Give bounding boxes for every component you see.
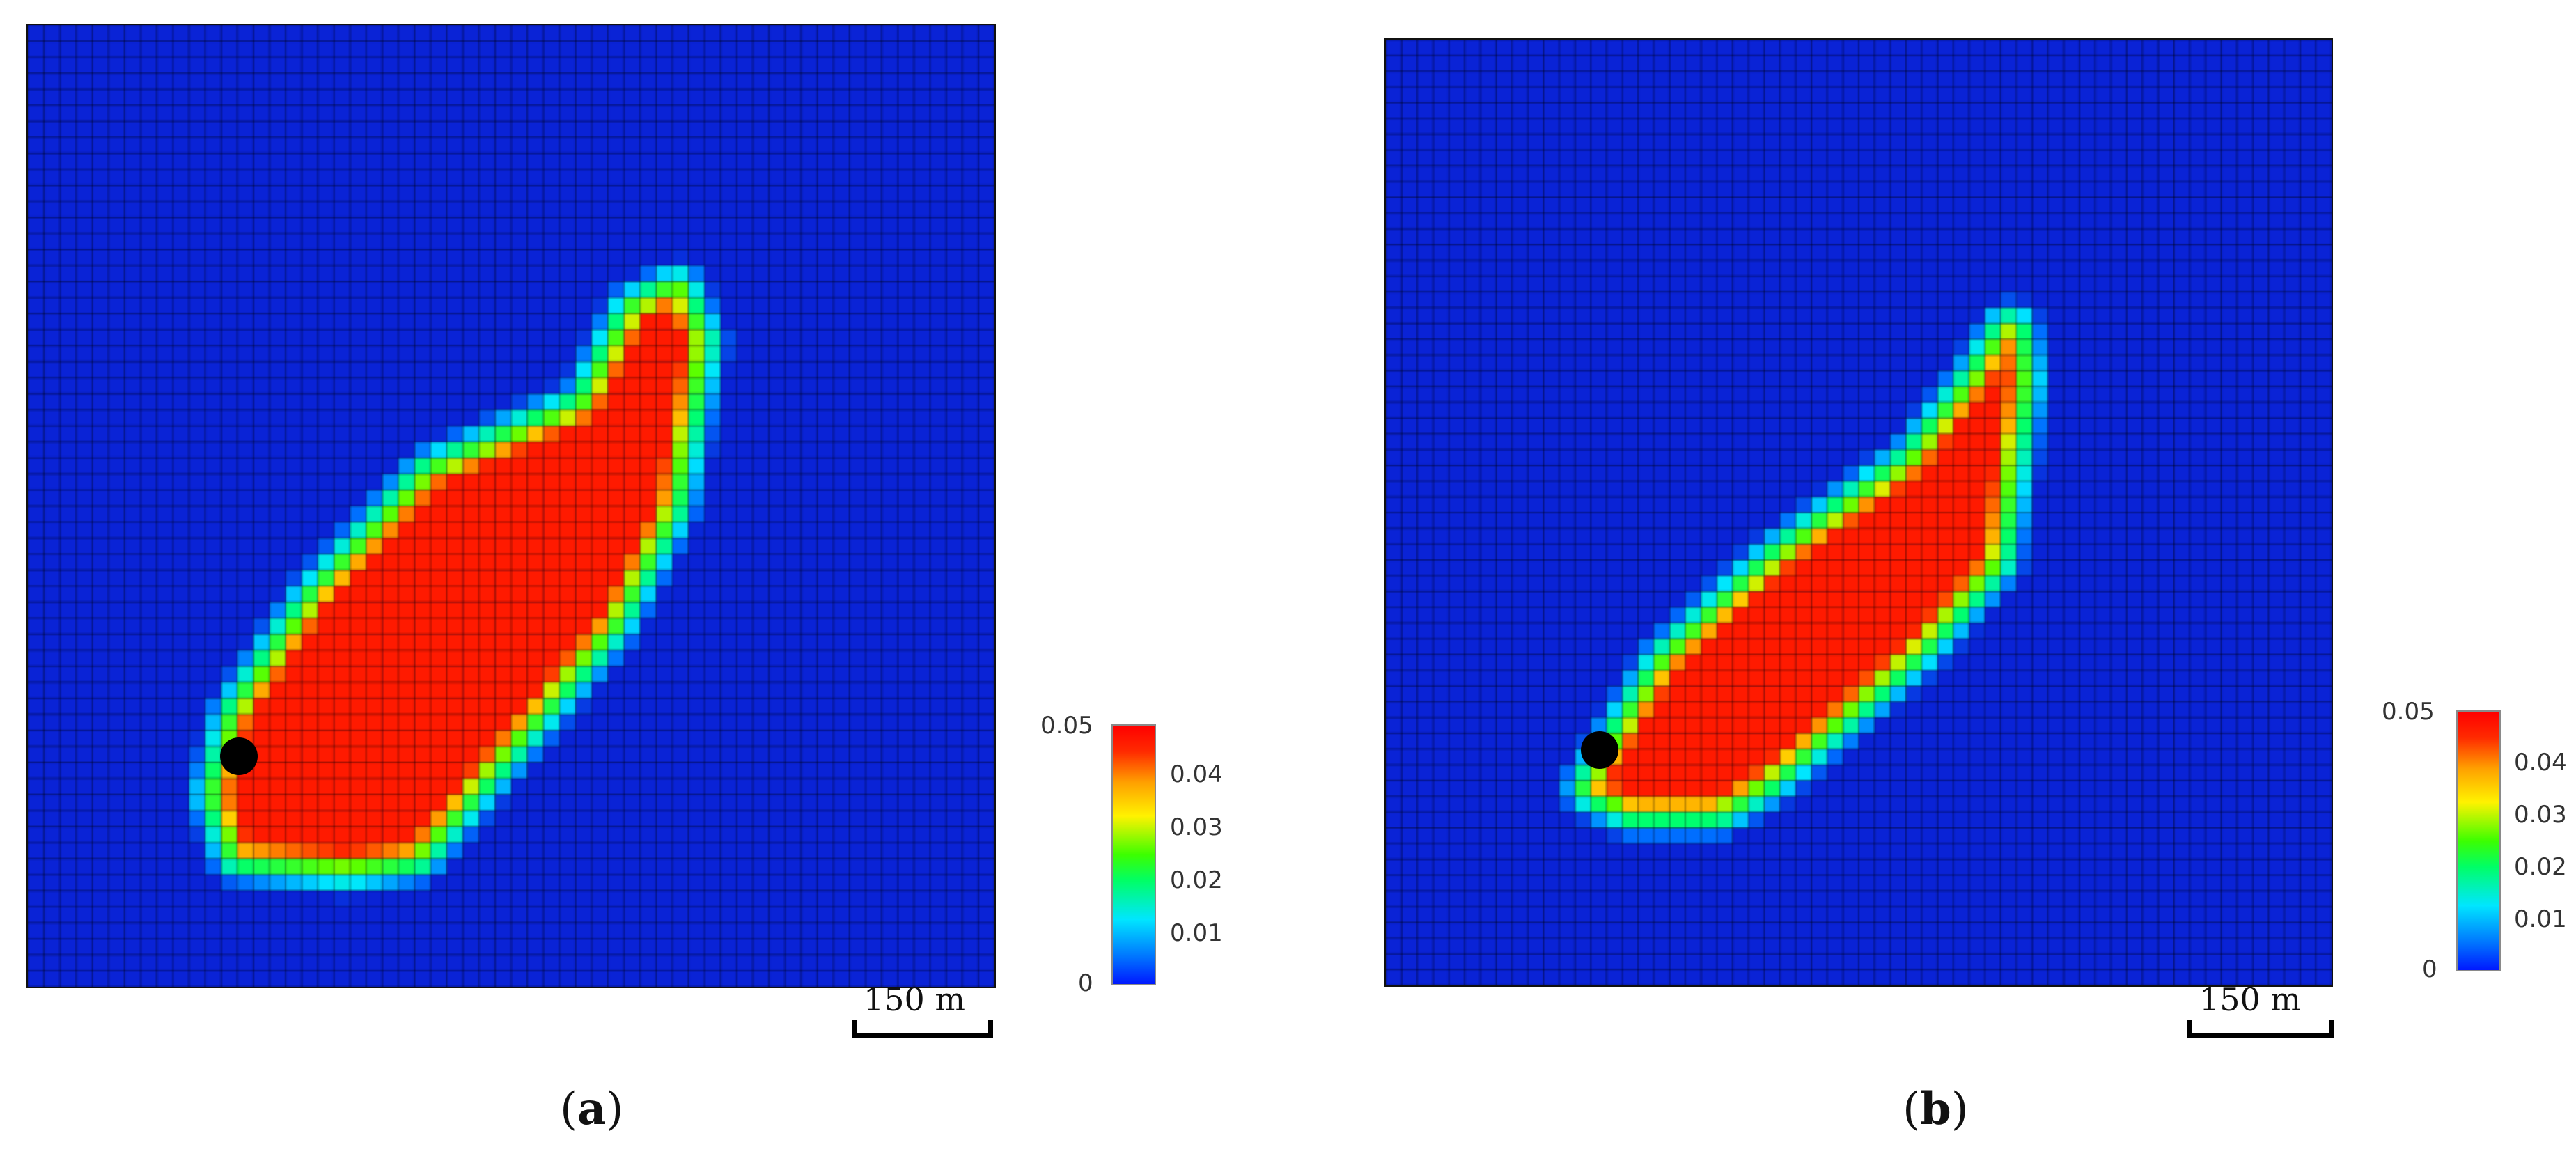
colorbar-tick-b-4: 0.01 <box>2514 905 2567 933</box>
colorbar-a <box>1111 724 1156 985</box>
colorbar-tick-a-1: 0.04 <box>1170 760 1223 788</box>
scale-label-a: 150 m <box>864 981 966 1018</box>
colorbar-b <box>2456 710 2501 971</box>
plume-heatmap-b <box>1386 40 2332 985</box>
colorbar-tick-a-3: 0.02 <box>1170 866 1223 894</box>
colorbar-tick-a-4: 0.01 <box>1170 919 1223 947</box>
scale-bar-b <box>2187 1020 2334 1038</box>
panel-label-b: (b) <box>1903 1083 1969 1135</box>
concentration-map-b <box>1384 38 2333 987</box>
panel-label-a: (a) <box>560 1083 624 1135</box>
plume-heatmap-a <box>28 25 994 987</box>
colorbar-tick-a-2: 0.03 <box>1170 813 1223 841</box>
injection-well-marker-a <box>220 737 258 775</box>
colorbar-min-label-b: 0 <box>2422 955 2437 983</box>
colorbar-max-label-b: 0.05 <box>2382 698 2435 726</box>
concentration-map-a <box>26 24 996 988</box>
colorbar-min-label-a: 0 <box>1078 969 1093 997</box>
colorbar-tick-b-1: 0.04 <box>2514 749 2567 776</box>
injection-well-marker-b <box>1581 731 1618 769</box>
scale-bar-a <box>852 1020 993 1038</box>
colorbar-tick-b-2: 0.03 <box>2514 801 2567 829</box>
colorbar-max-label-a: 0.05 <box>1040 712 1093 740</box>
colorbar-tick-b-3: 0.02 <box>2514 853 2567 881</box>
scale-label-b: 150 m <box>2199 981 2302 1018</box>
